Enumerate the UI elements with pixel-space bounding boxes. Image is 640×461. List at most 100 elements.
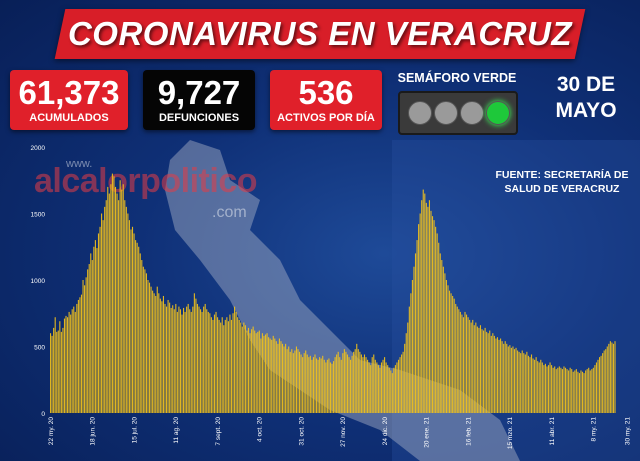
bar bbox=[385, 362, 387, 413]
bar bbox=[413, 266, 415, 413]
bar bbox=[560, 367, 562, 413]
bar bbox=[108, 193, 110, 413]
bar bbox=[101, 213, 103, 413]
bar bbox=[563, 366, 565, 413]
bar bbox=[571, 369, 573, 413]
bar bbox=[359, 351, 361, 413]
stat-active: 536 ACTIVOS POR DÍA bbox=[270, 70, 382, 130]
bar bbox=[322, 355, 324, 413]
bar bbox=[340, 359, 342, 413]
bar bbox=[187, 303, 189, 413]
bar bbox=[551, 365, 553, 413]
bar bbox=[59, 321, 61, 413]
bar bbox=[230, 319, 233, 413]
bar bbox=[181, 314, 183, 413]
watermark-prefix: www. bbox=[66, 158, 93, 170]
bar bbox=[445, 280, 447, 413]
bar bbox=[200, 309, 202, 413]
bar bbox=[65, 315, 67, 413]
bar bbox=[512, 346, 514, 413]
bar bbox=[144, 269, 146, 413]
bar bbox=[170, 307, 172, 413]
bar bbox=[447, 285, 449, 413]
bar bbox=[612, 343, 615, 413]
bar bbox=[113, 176, 115, 413]
bar bbox=[131, 226, 134, 413]
bar bbox=[486, 331, 488, 413]
bar bbox=[444, 273, 446, 413]
bar bbox=[591, 369, 593, 413]
bar bbox=[518, 351, 520, 413]
bar bbox=[380, 362, 383, 413]
bar bbox=[229, 314, 231, 413]
bar bbox=[557, 367, 559, 413]
bar bbox=[178, 306, 180, 413]
bar bbox=[393, 367, 395, 413]
bar bbox=[351, 355, 353, 413]
bar bbox=[139, 253, 141, 413]
bar bbox=[577, 371, 579, 413]
traffic-light-bulb-icon bbox=[408, 101, 432, 125]
bar bbox=[581, 371, 584, 413]
bar bbox=[532, 358, 534, 413]
watermark-suffix: .com bbox=[212, 204, 247, 221]
bar bbox=[436, 233, 438, 413]
bar bbox=[441, 260, 443, 413]
bar bbox=[387, 365, 389, 413]
bar bbox=[470, 322, 472, 413]
bar bbox=[427, 206, 429, 413]
bar bbox=[370, 365, 372, 413]
bar bbox=[124, 200, 126, 413]
bar bbox=[326, 359, 328, 413]
bar bbox=[418, 224, 420, 413]
bar bbox=[111, 173, 113, 413]
bar bbox=[589, 370, 591, 413]
bar bbox=[509, 345, 511, 413]
bar bbox=[255, 333, 257, 413]
stat-active-label: ACTIVOS POR DÍA bbox=[277, 112, 375, 124]
bar bbox=[501, 341, 503, 413]
bar bbox=[597, 359, 599, 413]
bar bbox=[362, 357, 364, 413]
bar bbox=[76, 303, 78, 413]
bar bbox=[286, 349, 288, 413]
bar bbox=[292, 353, 294, 413]
bar bbox=[90, 253, 92, 413]
bar bbox=[333, 361, 335, 413]
bar bbox=[135, 240, 137, 413]
bar bbox=[342, 353, 344, 413]
bar bbox=[529, 357, 531, 413]
bar bbox=[515, 347, 517, 413]
bar bbox=[456, 306, 458, 413]
bar bbox=[414, 253, 417, 413]
bar bbox=[196, 303, 199, 413]
bar bbox=[127, 213, 129, 413]
bar bbox=[549, 362, 551, 413]
x-tick-label: 16 feb. 21 bbox=[465, 417, 472, 446]
bar bbox=[272, 335, 274, 413]
x-tick-label: 4 oct. 20 bbox=[257, 417, 264, 442]
bar bbox=[388, 367, 390, 413]
bar bbox=[130, 229, 132, 413]
bar bbox=[319, 357, 321, 413]
bar bbox=[498, 339, 500, 413]
bar bbox=[397, 359, 400, 413]
bar bbox=[422, 189, 424, 413]
bar bbox=[53, 327, 55, 413]
report-date: 30 DE MAYO bbox=[538, 72, 634, 124]
bar bbox=[220, 322, 222, 413]
x-tick-label: 22 my. 20 bbox=[48, 417, 55, 445]
bar bbox=[535, 357, 537, 413]
bar bbox=[580, 370, 582, 413]
bar bbox=[314, 354, 316, 413]
bar bbox=[337, 351, 339, 413]
bar bbox=[399, 357, 401, 413]
bar bbox=[569, 367, 571, 413]
bar bbox=[360, 354, 362, 413]
bar bbox=[275, 341, 277, 413]
bar bbox=[246, 330, 248, 413]
bar bbox=[425, 202, 427, 413]
bar bbox=[433, 220, 435, 413]
bar bbox=[483, 330, 485, 413]
bar bbox=[218, 319, 220, 413]
